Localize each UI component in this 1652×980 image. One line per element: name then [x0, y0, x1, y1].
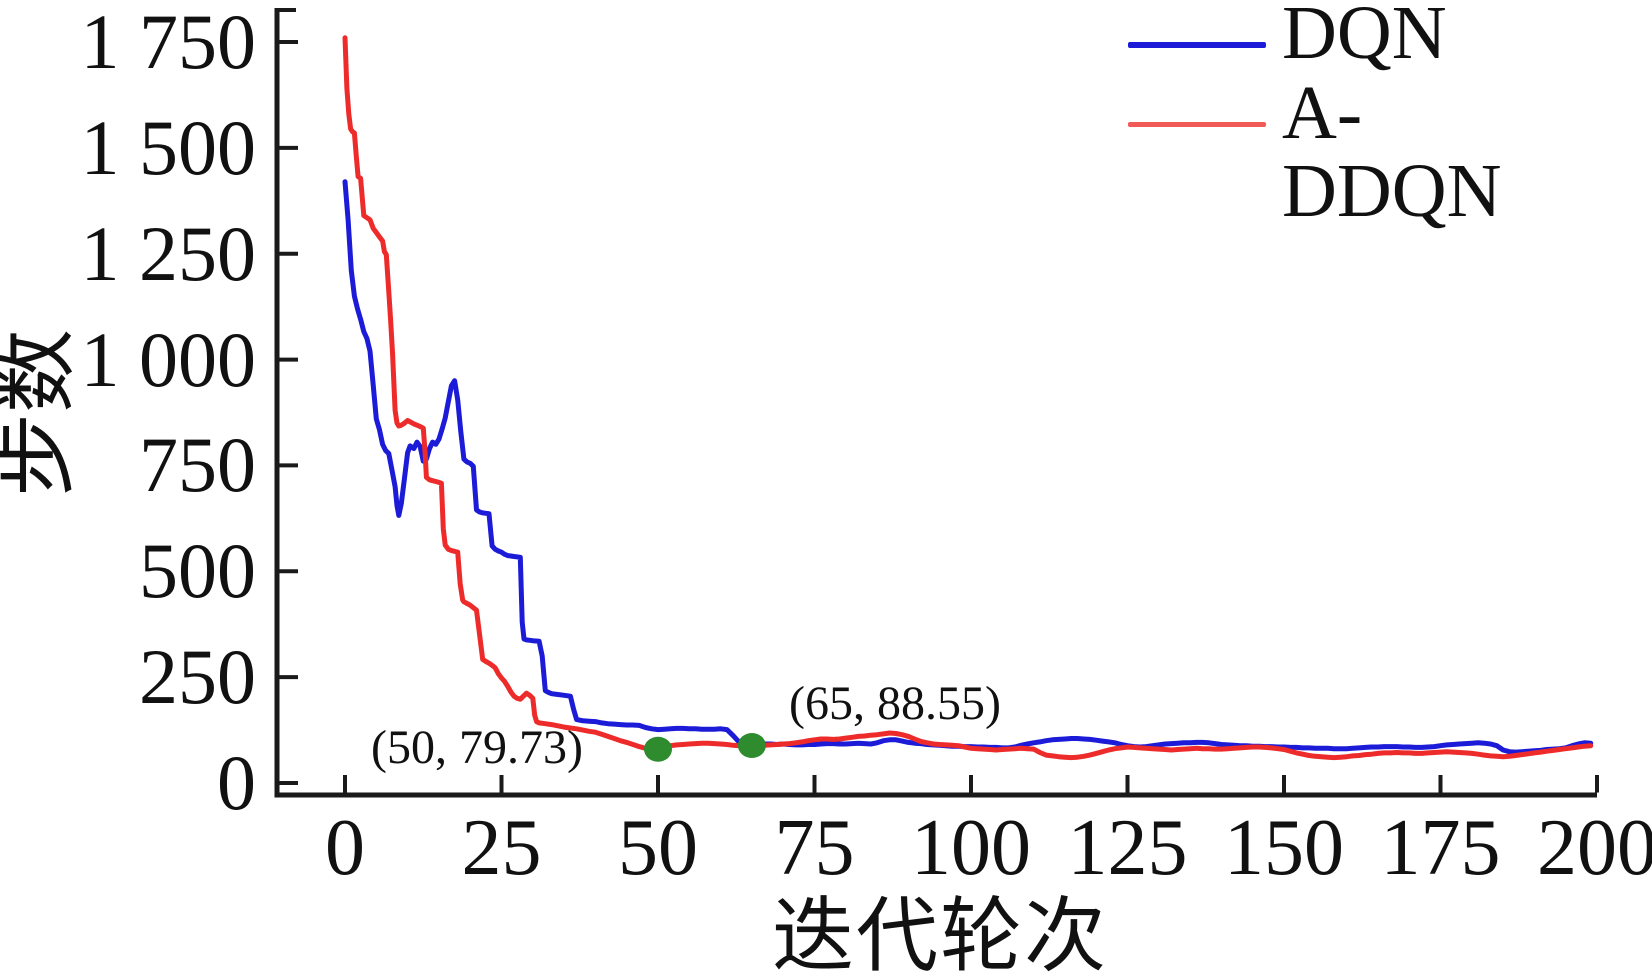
legend-line-dqn: [1128, 42, 1266, 48]
y-tick-label: 1 500: [80, 103, 257, 191]
x-tick-label: 200: [1537, 804, 1652, 892]
annotation-marker: [644, 736, 672, 762]
annotation-marker: [737, 733, 766, 759]
y-tick-label: 1 000: [80, 315, 257, 403]
x-axis-title: 迭代轮次: [771, 891, 1108, 980]
x-tick-label: 50: [618, 804, 698, 892]
x-tick-label: 75: [774, 804, 855, 892]
y-tick-label: 0: [217, 739, 256, 826]
x-tick-label: 100: [911, 804, 1031, 892]
series-line-dqn: [342, 179, 1594, 755]
legend: DQN A-DDQN: [1120, 0, 1652, 230]
x-tick-label: 0: [325, 804, 365, 892]
y-tick-label: 750: [139, 421, 256, 509]
series-line-a-ddqn: [342, 35, 1594, 761]
x-tick-label: 150: [1224, 804, 1344, 892]
y-tick-label: 1 750: [80, 0, 257, 85]
legend-line-addqn: [1128, 122, 1266, 127]
y-tick-label: 1 250: [80, 209, 257, 297]
y-tick-label: 250: [139, 633, 256, 721]
x-tick-label: 125: [1067, 804, 1188, 892]
legend-label-addqn: A-DDQN: [1282, 71, 1502, 233]
annotation-65-88.55: (65, 88.55): [789, 677, 1001, 730]
x-tick-label: 25: [461, 804, 542, 892]
x-tick-label: 175: [1380, 804, 1501, 892]
y-tick-label: 500: [139, 527, 256, 615]
annotation-50-79.73: (50, 79.73): [371, 721, 583, 774]
legend-label-dqn: DQN: [1282, 0, 1447, 75]
